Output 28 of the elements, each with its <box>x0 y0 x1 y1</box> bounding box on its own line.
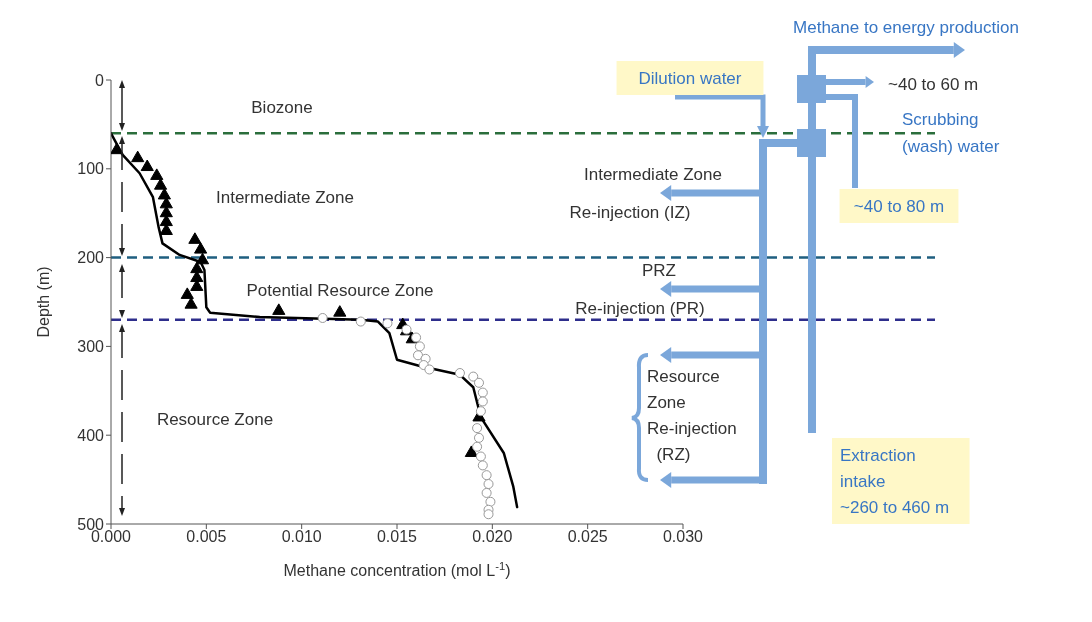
y-tick-label: 300 <box>77 338 105 356</box>
text: ~40 to 80 m <box>853 196 945 216</box>
y-tick-label: 400 <box>77 426 105 444</box>
annotation: PRZ <box>642 260 676 280</box>
annotation: Intermediate Zone <box>216 187 354 207</box>
annotation: Re-injection (IZ) <box>569 202 691 222</box>
annotation: Dilution water <box>638 68 742 88</box>
text: Methane to energy production <box>793 17 1019 37</box>
y-tick-label: 100 <box>77 160 105 178</box>
y-tick-label: 0 <box>95 71 105 89</box>
x-tick-label: 0.025 <box>567 528 608 546</box>
text: Extraction intake ~260 to 460 m <box>840 445 950 517</box>
annotation: Re-injection (PR) <box>575 298 705 318</box>
x-tick-label: 0.030 <box>662 528 704 546</box>
x-tick-label: 0.010 <box>281 528 322 546</box>
annotation: Resource Zone Re-injection (RZ) <box>647 366 737 464</box>
annotation: Intermediate Zone <box>584 164 722 184</box>
annotation: Potential Resource Zone <box>246 280 434 300</box>
text: Scrubbing (wash) water <box>902 109 1000 156</box>
x-tick-label: 0.005 <box>186 528 227 546</box>
text: ~40 to 60 m <box>888 74 979 94</box>
y-axis-title: Depth (m) <box>34 266 52 338</box>
annotation: Resource Zone <box>156 409 274 429</box>
x-tick-label: 0.015 <box>376 528 418 546</box>
x-tick-label: 0.020 <box>472 528 513 546</box>
x-axis-title: Methane concentration (mol L$^{-1}$) <box>283 560 511 579</box>
y-tick-label: 200 <box>77 249 105 267</box>
annotation: Biozone <box>251 97 313 117</box>
